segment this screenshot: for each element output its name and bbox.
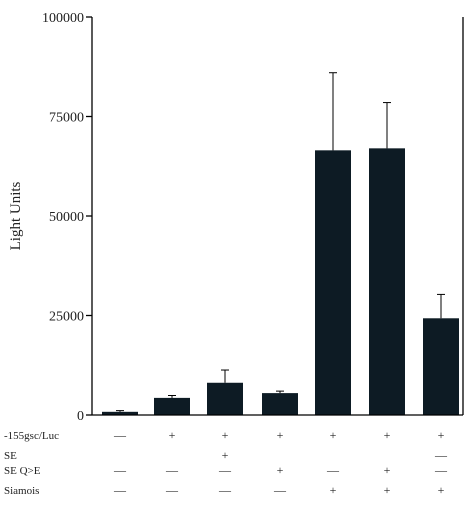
condition-mark: —: [218, 463, 232, 477]
bar: [102, 411, 138, 415]
condition-mark: —: [113, 483, 127, 497]
y-tick-label: 100000: [42, 11, 84, 26]
bar: [315, 150, 351, 415]
condition-mark: —: [165, 463, 179, 477]
condition-mark: +: [330, 428, 337, 442]
condition-mark: +: [384, 428, 391, 442]
y-tick-label: 0: [77, 409, 84, 424]
condition-mark: —: [434, 448, 448, 462]
condition-mark: —: [218, 483, 232, 497]
y-axis-title: Light Units: [8, 181, 24, 250]
condition-mark: +: [169, 428, 176, 442]
condition-mark: +: [384, 463, 391, 477]
bars-layer: [102, 148, 459, 415]
condition-mark: +: [438, 483, 445, 497]
y-tick-label: 50000: [49, 210, 84, 225]
condition-mark: —: [113, 463, 127, 477]
condition-mark: —: [113, 428, 127, 442]
bar: [207, 382, 243, 415]
condition-mark: +: [277, 463, 284, 477]
condition-mark: —: [165, 483, 179, 497]
condition-mark: +: [222, 428, 229, 442]
condition-mark: —: [273, 483, 287, 497]
condition-mark: +: [384, 483, 391, 497]
error-bars-layer: [116, 72, 445, 412]
condition-mark: —: [326, 463, 340, 477]
condition-mark: +: [222, 448, 229, 462]
condition-row-label: Siamois: [4, 485, 39, 497]
condition-mark: +: [277, 428, 284, 442]
condition-row-label: SE Q>E: [4, 465, 41, 477]
condition-mark: +: [330, 483, 337, 497]
y-tick-label: 75000: [49, 111, 84, 126]
y-ticks: 0 25000 50000 75000 100000: [42, 11, 92, 424]
condition-mark: —: [434, 463, 448, 477]
y-tick-label: 25000: [49, 310, 84, 325]
condition-table: -155gsc/Luc — + + + + + +SE + —SE Q>E — — — + — + —Siamo…: [4, 428, 448, 497]
bar: [423, 318, 459, 415]
bar: [262, 393, 298, 415]
condition-row-label: SE: [4, 450, 17, 462]
condition-mark: +: [438, 428, 445, 442]
bar: [154, 397, 190, 415]
condition-row-label: -155gsc/Luc: [4, 430, 59, 442]
axes-layer: [91, 17, 464, 416]
bar: [369, 148, 405, 415]
